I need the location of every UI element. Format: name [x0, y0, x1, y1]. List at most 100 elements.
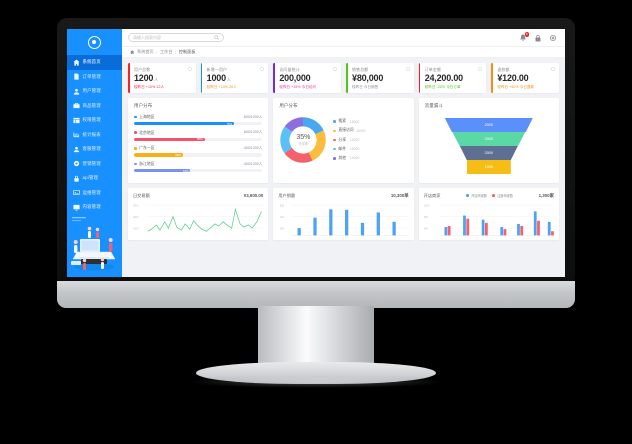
stat-card[interactable]: 销售总额 ¥80,000 较昨日 今日销售	[346, 63, 414, 93]
info-icon[interactable]	[333, 66, 337, 71]
sidebar-item-users[interactable]: 用户管理	[67, 84, 122, 99]
stat-number: 1000	[206, 73, 226, 83]
info-icon[interactable]	[260, 66, 265, 71]
progress-fill: 78%	[134, 122, 235, 126]
stat-accent-bar	[200, 63, 203, 93]
search-icon	[214, 35, 219, 40]
gear-icon[interactable]	[549, 34, 557, 42]
stat-accent-bar	[346, 63, 348, 93]
progress-label: 浙江地区	[139, 161, 155, 167]
screen: 系统首页 订单管理 用户管理 商品管理	[67, 29, 565, 277]
legend-label: 注册商家数	[497, 193, 514, 198]
info-icon[interactable]	[405, 66, 410, 71]
monitor-neck	[258, 306, 374, 368]
brand-logo[interactable]	[67, 29, 122, 55]
search-input[interactable]: 请输入搜索内容	[128, 32, 224, 43]
legend-item[interactable]: 其他 16000	[333, 156, 365, 161]
grid-icon	[73, 117, 80, 124]
legend-item[interactable]: 注册商家数	[492, 193, 513, 198]
traffic-funnel-card: 流量漏斗 2000 访问人数 2000 浏览商品	[418, 98, 559, 183]
sidebar-item-label: 统计报表	[82, 131, 101, 137]
sidebar-item-content[interactable]: 内容管理	[67, 200, 122, 215]
funnel-level[interactable]: 1000 成交订单	[466, 160, 511, 174]
laptop-team-illustration	[71, 217, 116, 271]
progress-percent: 44%	[182, 169, 189, 173]
funnel-value: 1000	[484, 165, 494, 169]
legend-label: 分享	[338, 137, 347, 142]
breadcrumb-item-2[interactable]: 工作台	[159, 49, 173, 54]
stat-value: 1000人	[207, 73, 265, 84]
progress-percent: 78%	[226, 122, 233, 126]
sidebar-item-support[interactable]: 客服管理	[67, 142, 122, 157]
legend-item[interactable]: 直接访问 16000	[333, 128, 366, 133]
progress-row: 北京地区 600/1200人 55%	[134, 129, 263, 141]
progress-percent: 55%	[196, 137, 203, 141]
sidebar-item-home[interactable]: 系统首页	[67, 55, 122, 70]
sidebar-item-permissions[interactable]: 权限管理	[67, 113, 122, 128]
progress-label: 广东一区	[139, 145, 155, 151]
funnel-level[interactable]: 2000 加入购物车	[459, 146, 518, 160]
stat-card[interactable]: 用户总数 1200人 较昨日 +10% 12人	[128, 63, 196, 93]
funnel-value: 2000	[484, 151, 494, 155]
stat-accent-bar	[273, 63, 276, 93]
stat-unit: 人	[226, 77, 231, 82]
legend-item[interactable]: 分享 16000	[333, 138, 365, 143]
card-title: 用户分布	[134, 103, 153, 108]
info-icon[interactable]	[478, 66, 483, 71]
legend-dot	[134, 131, 137, 134]
sidebar-item-label: 内容管理	[82, 204, 101, 210]
card-headline-value: 1,300家	[538, 192, 554, 198]
stat-footnote: 较昨日 +10% 12人	[134, 84, 165, 89]
svg-text:200: 200	[280, 226, 285, 230]
progress-value: 400/1200人	[243, 145, 263, 150]
progress-percent: 38%	[175, 153, 181, 157]
legend-dot	[134, 115, 137, 119]
progress-row: 上海地区 800/1200人 78%	[134, 114, 263, 126]
svg-text:3000: 3000	[133, 203, 139, 207]
stat-card[interactable]: 新增一用户 1000人 较昨日 +10% 20人	[200, 63, 269, 93]
svg-text:800: 800	[424, 215, 429, 219]
donut-ring: 35% 完成率	[279, 116, 327, 164]
chart-icon	[73, 131, 80, 138]
breadcrumb-item-3: 控制面板	[178, 49, 196, 54]
funnel-value: 2000	[484, 137, 494, 141]
stat-accent-bar	[128, 63, 130, 93]
headset-icon	[73, 146, 80, 153]
bell-icon[interactable]: 8	[519, 32, 529, 42]
card-title: 开店商家	[423, 192, 441, 198]
funnel-level[interactable]: 2000 浏览商品	[452, 132, 526, 146]
sidebar-item-ops[interactable]: 运维管理	[67, 186, 122, 201]
header-actions: 8	[519, 32, 559, 42]
card-title: 用户分布	[279, 103, 298, 108]
legend-item[interactable]: 搜索 18000	[333, 119, 365, 124]
stat-accent-bar	[418, 63, 421, 93]
lock-icon[interactable]	[534, 34, 542, 42]
info-icon[interactable]	[551, 66, 555, 71]
funnel-level[interactable]: 2000 访问人数	[444, 118, 533, 132]
legend-label: 搜索	[338, 119, 347, 124]
legend-item[interactable]: 开店商家数	[465, 193, 487, 198]
sidebar-item-marketing[interactable]: 营销管理	[67, 157, 122, 172]
sidebar-item-api[interactable]: api管理	[67, 171, 122, 186]
breadcrumb-item-1[interactable]: 系统首页	[137, 49, 154, 54]
card-headline-value: 10,300单	[390, 192, 409, 198]
sidebar-item-products[interactable]: 商品管理	[67, 99, 122, 114]
progress-value: 800/1200人	[243, 114, 263, 119]
legend-item[interactable]: 邮件 18000	[333, 147, 365, 152]
stat-value: 1200人	[134, 73, 192, 84]
progress-label: 北京地区	[139, 129, 155, 135]
daily-orders-bar-card: 用户销量 10,300单	[273, 188, 414, 240]
progress-value: 400/1200人	[243, 161, 263, 166]
stat-card[interactable]: 退款额 ¥120.00 较昨日 +50% 今日退款	[491, 63, 560, 93]
stat-card[interactable]: 订单金额 24,200.00 较昨日 -20% 今日订单	[418, 63, 487, 93]
legend-dot	[333, 138, 336, 142]
card-title: 日交易额	[133, 192, 150, 198]
chart-legend: 开店商家数 注册商家数	[465, 193, 513, 198]
sidebar-item-orders[interactable]: 订单管理	[67, 70, 122, 85]
daily-sales-line-card: 日交易额 ¥3,600.00 3000 2000	[128, 188, 269, 240]
sidebar-item-reports[interactable]: 统计报表	[67, 128, 122, 143]
sidebar-item-label: api管理	[82, 175, 99, 181]
info-icon[interactable]	[187, 66, 192, 71]
stat-card[interactable]: 访问量统计 200,000 较昨日 +15% 今日访问	[273, 63, 342, 93]
sidebar-item-label: 运维管理	[82, 189, 101, 195]
